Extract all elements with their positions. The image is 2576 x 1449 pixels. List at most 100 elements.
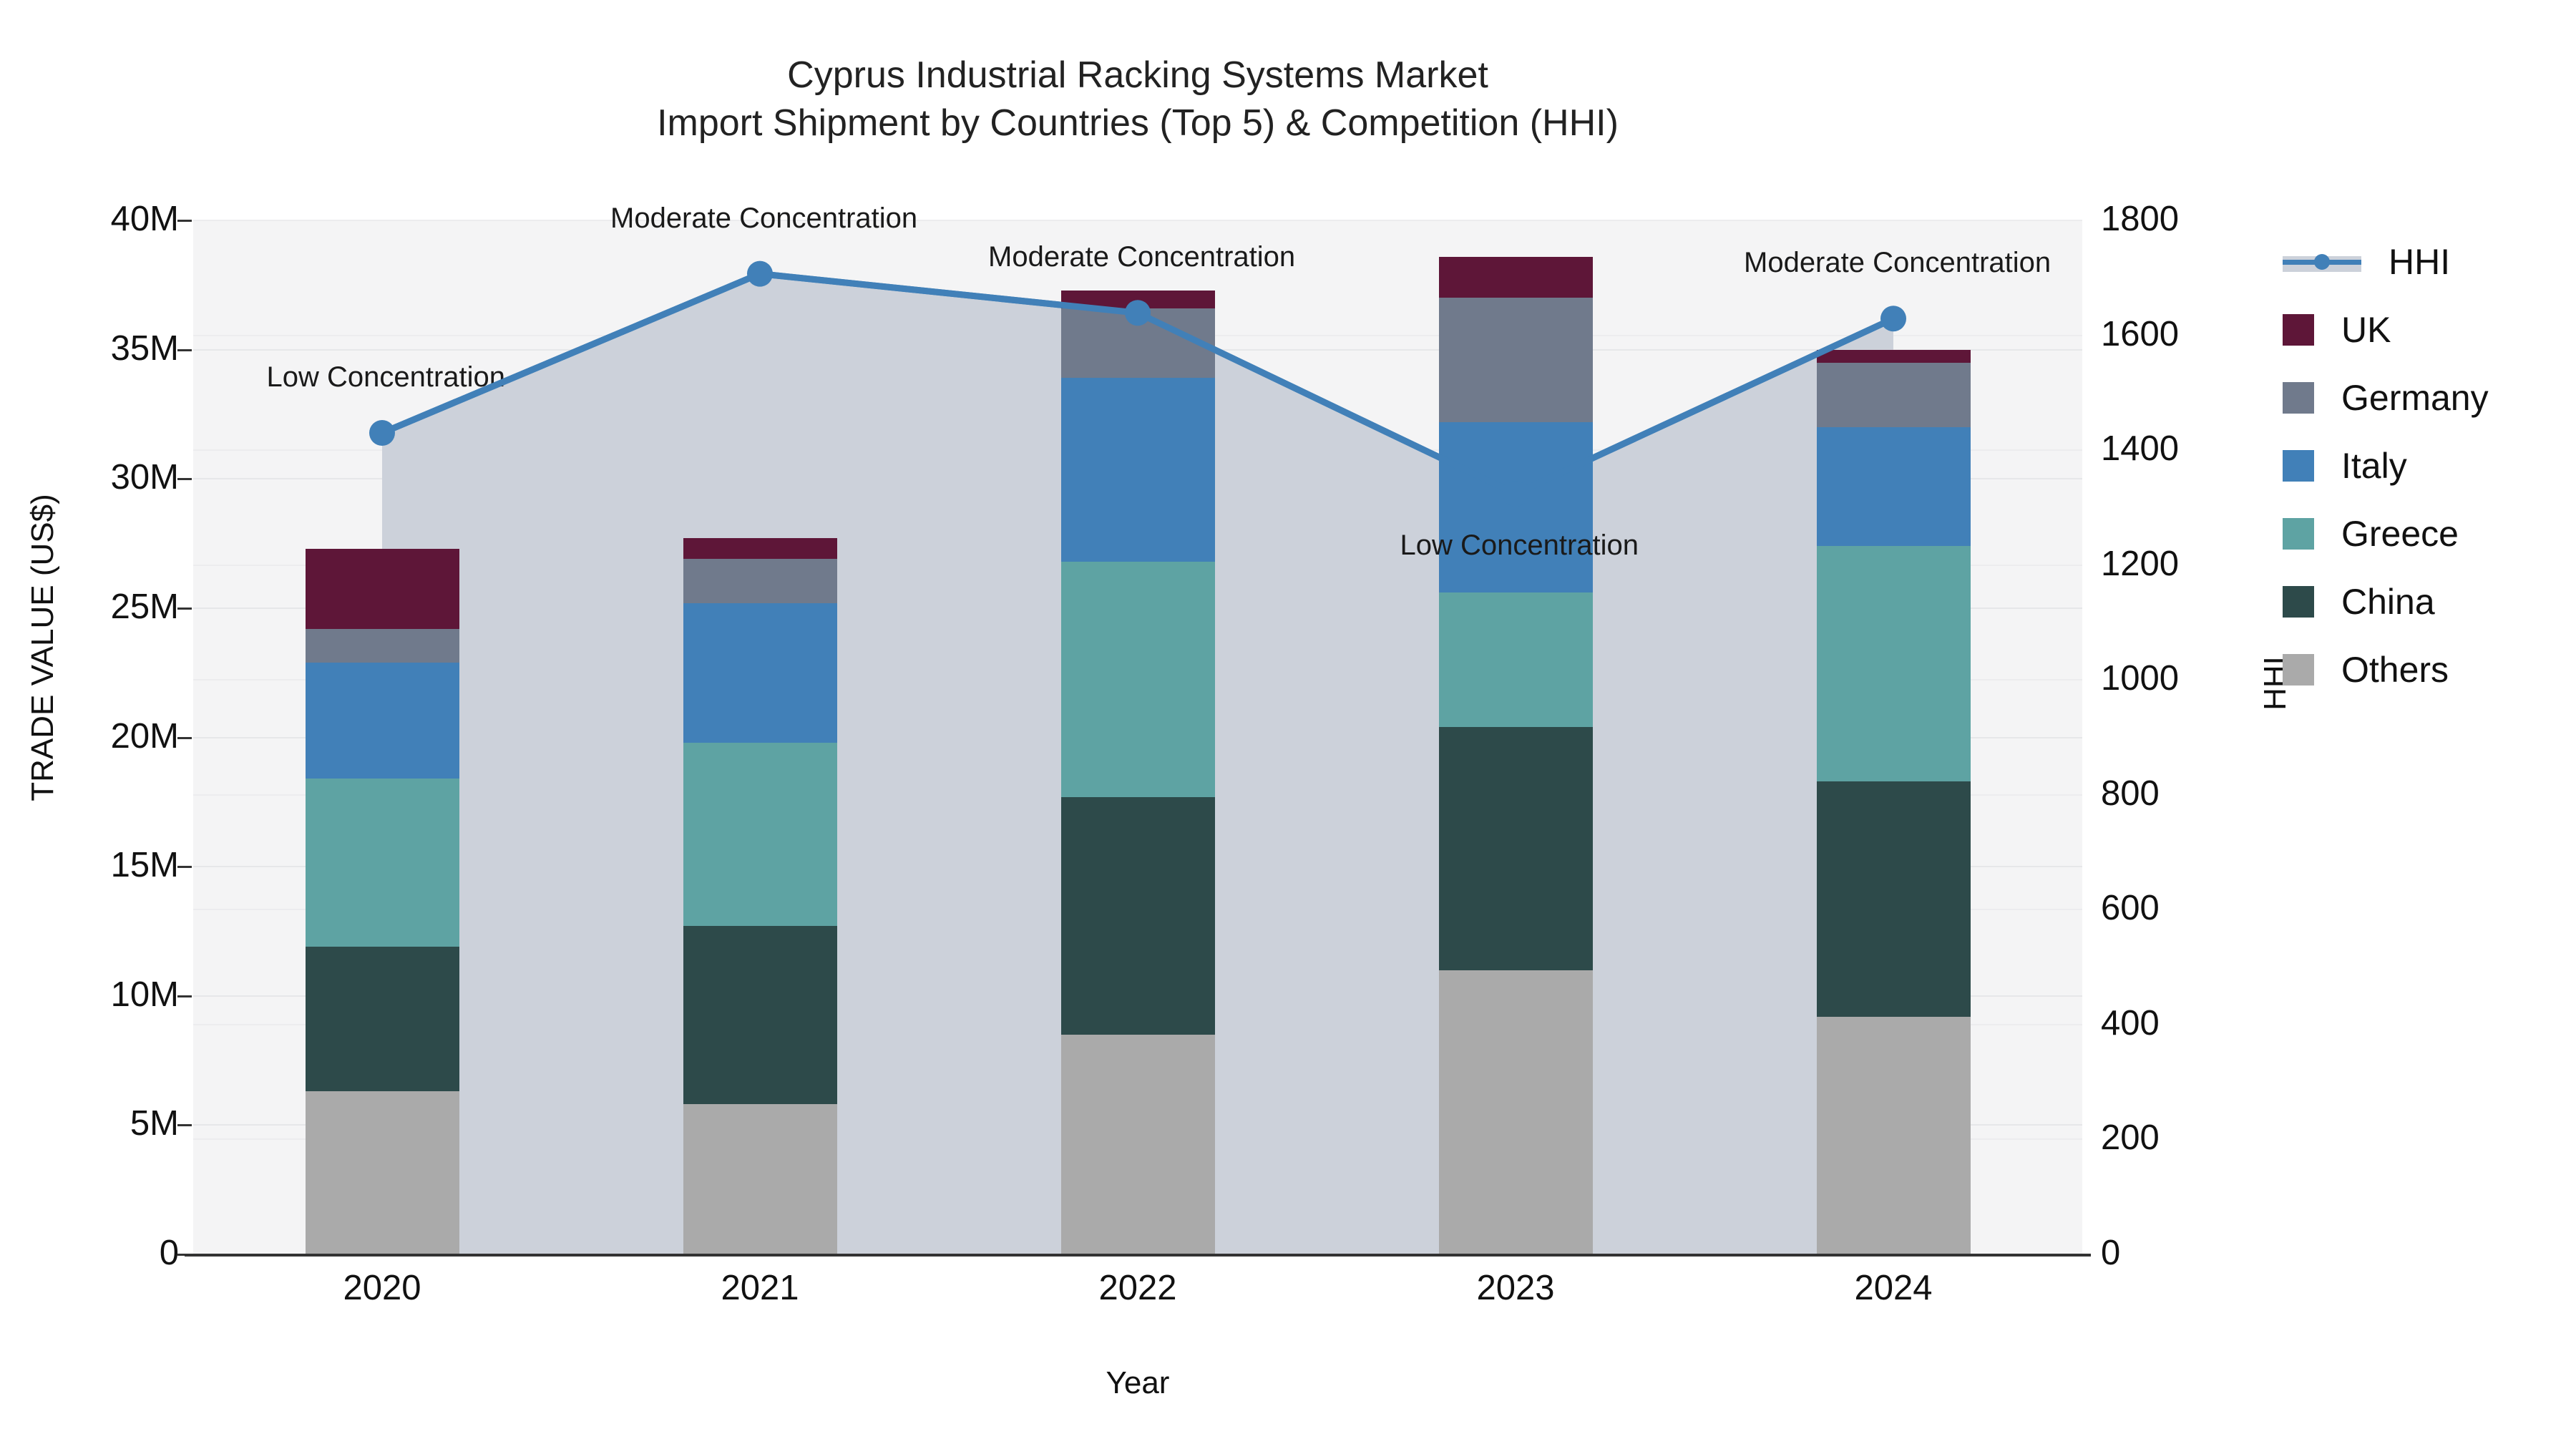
hhi-markers-layer — [369, 260, 1906, 507]
x-axis-tick-label: 2023 — [1476, 1269, 1555, 1307]
y-axis-right-tick-label: 1000 — [2101, 659, 2180, 698]
legend-item-italy[interactable]: Italy — [2283, 431, 2569, 499]
bar-segment-germany[interactable] — [305, 628, 459, 663]
legend-color-swatch — [2283, 313, 2314, 346]
bar-segment-germany[interactable] — [1438, 298, 1593, 422]
y-axis-left-tick-mark — [177, 1124, 192, 1127]
bar-segment-china[interactable] — [1438, 727, 1593, 970]
y-axis-left-label: TRADE VALUE (US$) — [25, 494, 60, 801]
x-axis-tick-label: 2021 — [721, 1269, 799, 1307]
y-axis-right-tick-label: 600 — [2101, 889, 2160, 928]
legend-item-label: Germany — [2341, 377, 2489, 418]
hhi-marker[interactable] — [1125, 300, 1151, 326]
y-axis-right-tick-label: 1800 — [2101, 200, 2180, 238]
x-axis-label: Year — [1106, 1365, 1170, 1400]
legend-color-swatch — [2283, 653, 2314, 686]
y-axis-left-tick-label: 20M — [110, 716, 179, 756]
y-axis-left-tick-label: 5M — [130, 1104, 179, 1143]
y-axis-left-tick-label: 10M — [110, 975, 179, 1014]
bar-segment-italy[interactable] — [305, 662, 459, 779]
y-axis-left-tick-label: 15M — [110, 846, 179, 885]
legend-color-swatch — [2283, 585, 2314, 618]
legend-item-others[interactable]: Others — [2283, 635, 2569, 703]
legend-color-swatch — [2283, 381, 2314, 414]
y-axis-left-tick-label: 40M — [110, 200, 179, 238]
y-axis-left-tick-label: 0 — [159, 1234, 179, 1272]
y-axis-right-tick-label: 200 — [2101, 1118, 2160, 1158]
bar-segment-china[interactable] — [1060, 796, 1215, 1035]
hhi-marker[interactable] — [369, 420, 395, 447]
bar-segment-uk[interactable] — [1438, 256, 1593, 298]
x-axis-tick-label: 2020 — [343, 1269, 421, 1307]
legend-item-label: Italy — [2341, 445, 2407, 486]
legend-item-greece[interactable]: Greece — [2283, 499, 2569, 567]
hhi-marker[interactable] — [747, 260, 773, 287]
bar-segment-greece[interactable] — [1816, 546, 1971, 781]
y-axis-right-tick-label: 0 — [2101, 1234, 2121, 1272]
y-axis-left-tick-mark — [177, 348, 192, 351]
bar-segment-germany[interactable] — [683, 559, 837, 603]
y-axis-left-tick-mark — [177, 866, 192, 869]
x-axis-line — [185, 1254, 2091, 1257]
legend-item-label: Others — [2341, 649, 2449, 690]
bar-segment-uk[interactable] — [683, 538, 837, 560]
bar-segment-others[interactable] — [1060, 1034, 1215, 1254]
y-axis-left-tick-mark — [177, 478, 192, 481]
concentration-annotation: Low Concentration — [1400, 530, 1639, 562]
bar-segment-germany[interactable] — [1816, 362, 1971, 427]
chart-title-line-2: Import Shipment by Countries (Top 5) & C… — [657, 102, 1619, 144]
bar-segment-italy[interactable] — [1438, 421, 1593, 593]
y-axis-left-tick-mark — [177, 607, 192, 610]
bar-segment-italy[interactable] — [683, 602, 837, 743]
bar-segment-china[interactable] — [1816, 781, 1971, 1017]
concentration-annotation: Moderate Concentration — [610, 202, 918, 234]
gridline-right — [193, 220, 2082, 221]
plot-area — [193, 220, 2082, 1255]
chart-title-line-1: Cyprus Industrial Racking Systems Market — [787, 54, 1488, 96]
legend-line-dot — [2314, 253, 2330, 270]
legend-item-label: HHI — [2389, 241, 2451, 282]
bar-segment-china[interactable] — [305, 947, 459, 1092]
legend-item-label: China — [2341, 581, 2435, 622]
y-axis-left-tick-mark — [177, 995, 192, 997]
bar-segment-others[interactable] — [683, 1104, 837, 1254]
concentration-annotation: Moderate Concentration — [1744, 247, 2051, 279]
bar-segment-italy[interactable] — [1060, 378, 1215, 562]
bar-segment-greece[interactable] — [1060, 561, 1215, 797]
y-axis-right-tick-label: 400 — [2101, 1003, 2160, 1043]
y-axis-left-tick-label: 35M — [110, 328, 179, 368]
y-axis-right-tick-label: 1200 — [2101, 544, 2180, 583]
bar-segment-italy[interactable] — [1816, 427, 1971, 547]
legend-item-china[interactable]: China — [2283, 567, 2569, 635]
concentration-annotation: Low Concentration — [266, 361, 506, 394]
legend: HHI UK Germany Italy Greece China Others — [2283, 228, 2569, 703]
hhi-marker[interactable] — [1880, 306, 1906, 332]
y-axis-left-tick-mark — [177, 736, 192, 739]
chart-title: Cyprus Industrial Racking Systems Market… — [0, 52, 2275, 147]
bar-segment-greece[interactable] — [305, 779, 459, 947]
y-axis-left-tick-mark — [177, 220, 192, 222]
bar-segment-others[interactable] — [1438, 970, 1593, 1254]
legend-item-hhi[interactable]: HHI — [2283, 228, 2569, 296]
x-axis-tick-label: 2024 — [1854, 1269, 1933, 1307]
legend-item-label: Greece — [2341, 513, 2459, 554]
bar-segment-uk[interactable] — [1816, 349, 1971, 363]
legend-color-swatch — [2283, 517, 2314, 550]
y-axis-right-tick-label: 800 — [2101, 774, 2160, 813]
concentration-annotation: Moderate Concentration — [988, 241, 1296, 273]
hhi-marker[interactable] — [1503, 481, 1528, 507]
bar-segment-uk[interactable] — [305, 548, 459, 629]
bar-segment-china[interactable] — [683, 926, 837, 1105]
bar-segment-others[interactable] — [1816, 1016, 1971, 1254]
bar-segment-others[interactable] — [305, 1091, 459, 1254]
legend-item-germany[interactable]: Germany — [2283, 364, 2569, 431]
bar-segment-greece[interactable] — [683, 742, 837, 927]
bar-segment-greece[interactable] — [1438, 592, 1593, 728]
y-axis-right-tick-label: 1400 — [2101, 429, 2180, 469]
x-axis-tick-label: 2022 — [1098, 1269, 1177, 1307]
y-axis-left-tick-label: 30M — [110, 458, 179, 497]
y-axis-right-tick-label: 1600 — [2101, 314, 2180, 353]
legend-item-label: UK — [2341, 309, 2391, 350]
legend-item-uk[interactable]: UK — [2283, 296, 2569, 364]
